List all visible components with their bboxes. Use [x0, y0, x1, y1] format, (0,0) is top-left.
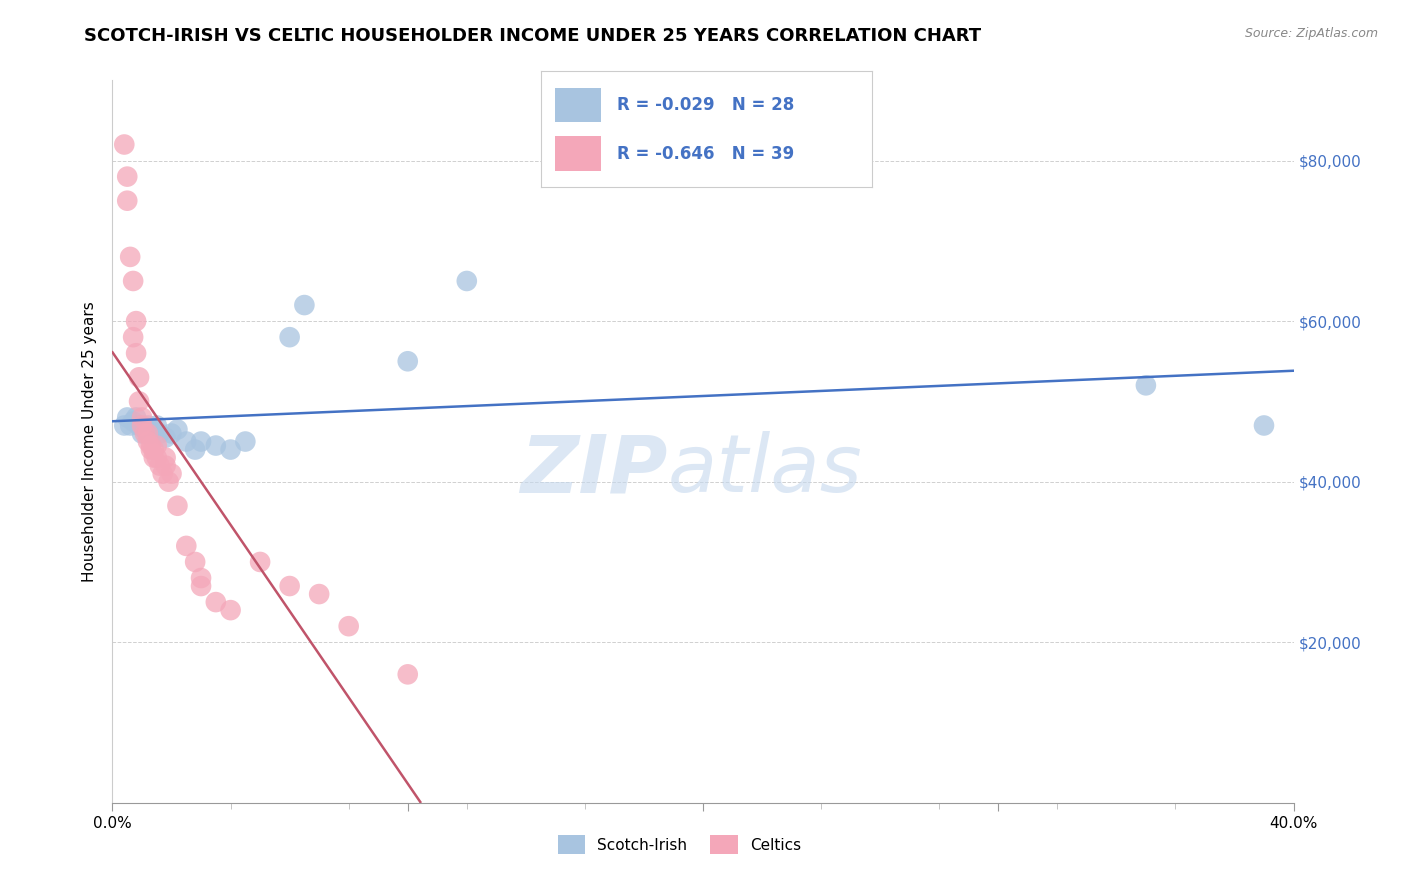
Point — [117, 169, 138, 184]
Text: ZIP: ZIP — [520, 432, 668, 509]
Point — [174, 434, 197, 449]
Point — [117, 194, 138, 208]
Text: R = -0.646   N = 39: R = -0.646 N = 39 — [617, 145, 794, 162]
Point — [122, 274, 145, 288]
Point — [146, 438, 169, 452]
Point — [134, 426, 156, 441]
Point — [131, 426, 153, 441]
Point — [152, 467, 174, 481]
Point — [155, 430, 177, 444]
Point — [233, 434, 256, 449]
Point — [249, 555, 271, 569]
Point — [456, 274, 478, 288]
Point — [155, 458, 177, 473]
Legend: Scotch-Irish, Celtics: Scotch-Irish, Celtics — [551, 830, 807, 860]
Point — [142, 442, 165, 457]
Point — [160, 426, 183, 441]
Point — [308, 587, 330, 601]
Point — [219, 603, 242, 617]
FancyBboxPatch shape — [554, 87, 600, 122]
Point — [292, 298, 315, 312]
Point — [139, 438, 162, 452]
Point — [337, 619, 360, 633]
Point — [125, 346, 148, 360]
Point — [190, 434, 212, 449]
Point — [136, 426, 159, 441]
Point — [166, 422, 188, 436]
Point — [128, 370, 150, 384]
Point — [136, 418, 159, 433]
Point — [134, 422, 156, 436]
Point — [122, 414, 145, 428]
Point — [190, 571, 212, 585]
Text: R = -0.029   N = 28: R = -0.029 N = 28 — [617, 96, 794, 114]
Point — [112, 137, 135, 152]
Point — [184, 442, 207, 457]
Point — [1253, 418, 1275, 433]
Point — [146, 418, 169, 433]
Point — [120, 250, 142, 264]
Point — [1135, 378, 1157, 392]
Point — [139, 426, 162, 441]
Point — [155, 450, 177, 465]
Point — [131, 410, 153, 425]
Point — [205, 438, 228, 452]
Point — [120, 418, 142, 433]
Point — [149, 458, 172, 473]
Point — [146, 450, 169, 465]
Point — [157, 475, 180, 489]
Point — [396, 354, 419, 368]
Text: atlas: atlas — [668, 432, 862, 509]
Point — [174, 539, 197, 553]
Point — [142, 422, 165, 436]
Point — [184, 555, 207, 569]
FancyBboxPatch shape — [554, 136, 600, 171]
Point — [112, 418, 135, 433]
Point — [139, 442, 162, 457]
Point — [219, 442, 242, 457]
Point — [142, 450, 165, 465]
Point — [278, 579, 301, 593]
Text: SCOTCH-IRISH VS CELTIC HOUSEHOLDER INCOME UNDER 25 YEARS CORRELATION CHART: SCOTCH-IRISH VS CELTIC HOUSEHOLDER INCOM… — [84, 27, 981, 45]
Point — [122, 330, 145, 344]
Point — [149, 426, 172, 441]
Point — [190, 579, 212, 593]
Point — [125, 410, 148, 425]
Point — [128, 418, 150, 433]
Point — [117, 410, 138, 425]
Point — [128, 394, 150, 409]
Point — [278, 330, 301, 344]
Text: Source: ZipAtlas.com: Source: ZipAtlas.com — [1244, 27, 1378, 40]
Point — [125, 314, 148, 328]
Point — [166, 499, 188, 513]
Point — [160, 467, 183, 481]
Y-axis label: Householder Income Under 25 years: Householder Income Under 25 years — [82, 301, 97, 582]
Point — [131, 418, 153, 433]
Point — [136, 434, 159, 449]
Point — [396, 667, 419, 681]
Point — [205, 595, 228, 609]
